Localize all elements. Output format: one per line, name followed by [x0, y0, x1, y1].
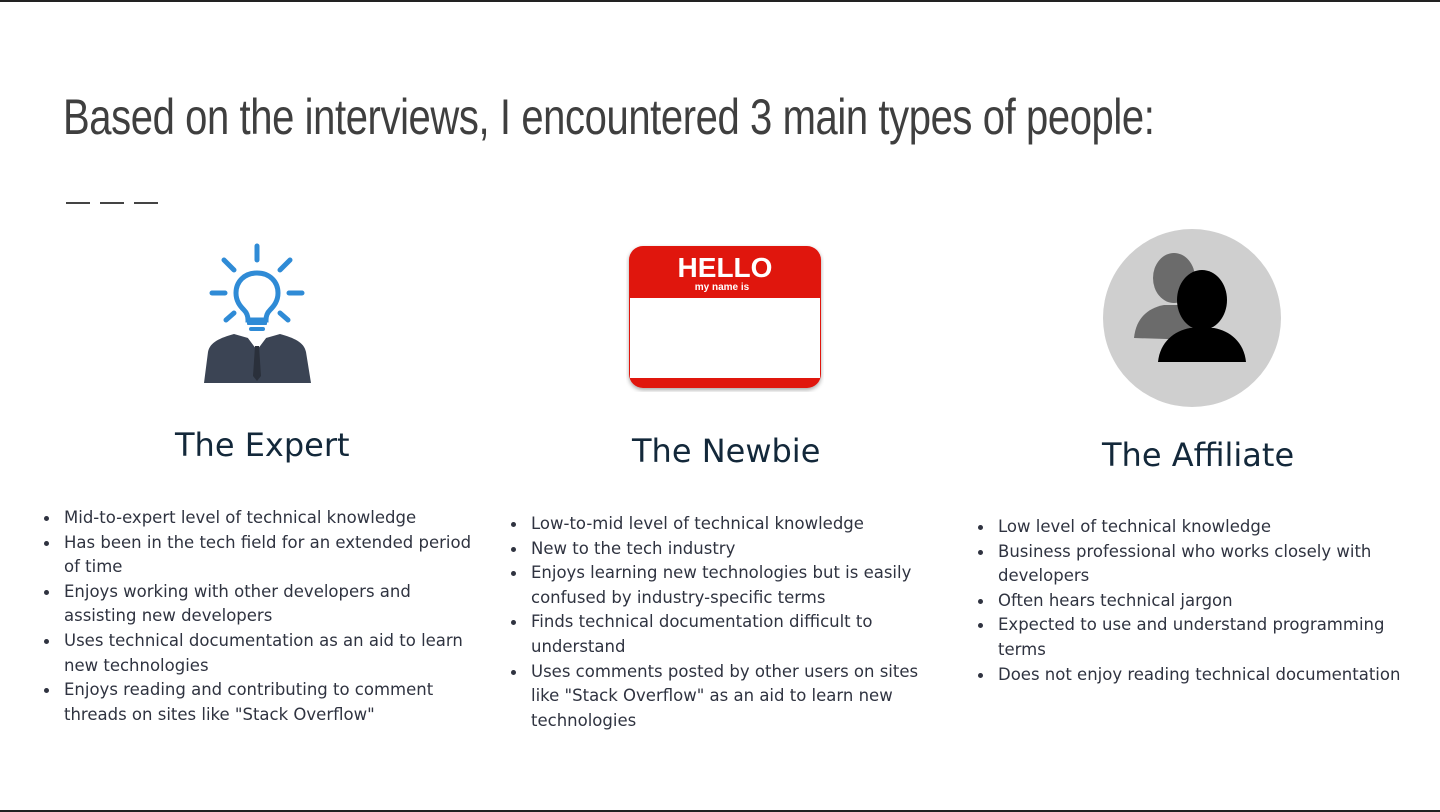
- persona-name-affiliate: The Affiliate: [1102, 436, 1295, 474]
- slide-title: Based on the interviews, I encountered 3…: [63, 89, 1155, 145]
- list-item: Business professional who works closely …: [976, 540, 1416, 589]
- persona-name-expert: The Expert: [175, 426, 350, 464]
- expert-traits-list: Mid-to-expert level of technical knowled…: [42, 506, 482, 727]
- users-silhouette-icon: [1102, 228, 1282, 408]
- hello-name-tag-icon: HELLO my name is: [626, 244, 824, 392]
- list-item: Uses comments posted by other users on s…: [509, 660, 929, 734]
- list-item: Enjoys reading and contributing to comme…: [42, 678, 482, 727]
- title-divider: [66, 202, 158, 204]
- list-item: Enjoys working with other developers and…: [42, 580, 482, 629]
- list-item: Low level of technical knowledge: [976, 515, 1416, 540]
- name-tag-hello-text: HELLO: [678, 252, 773, 283]
- newbie-traits-list: Low-to-mid level of technical knowledge …: [509, 512, 929, 733]
- list-item: Finds technical documentation difficult …: [509, 610, 929, 659]
- lightbulb-businessman-icon: [196, 242, 320, 387]
- affiliate-traits-list: Low level of technical knowledge Busines…: [976, 515, 1416, 687]
- list-item: Does not enjoy reading technical documen…: [976, 663, 1416, 688]
- name-tag-subtitle: my name is: [695, 282, 750, 293]
- list-item: Low-to-mid level of technical knowledge: [509, 512, 929, 537]
- list-item: Often hears technical jargon: [976, 589, 1416, 614]
- list-item: Mid-to-expert level of technical knowled…: [42, 506, 482, 531]
- list-item: Uses technical documentation as an aid t…: [42, 629, 482, 678]
- list-item: Enjoys learning new technologies but is …: [509, 561, 929, 610]
- list-item: New to the tech industry: [509, 537, 929, 562]
- persona-name-newbie: The Newbie: [632, 432, 821, 470]
- list-item: Has been in the tech field for an extend…: [42, 531, 482, 580]
- list-item: Expected to use and understand programmi…: [976, 613, 1416, 662]
